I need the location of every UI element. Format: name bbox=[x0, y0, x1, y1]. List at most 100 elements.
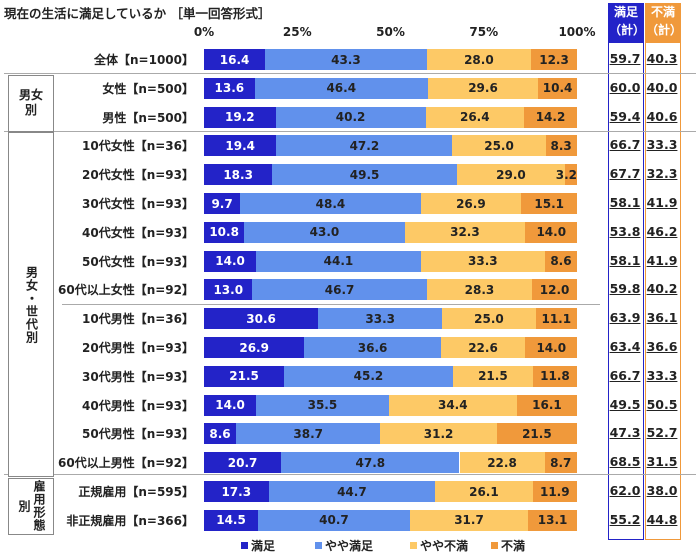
bar-segment-3: 28.0 bbox=[426, 49, 532, 70]
bar-segment-2: 43.0 bbox=[244, 221, 405, 243]
bar-segment-1: 14.0 bbox=[204, 394, 257, 416]
dissatisfied-total: 38.0 bbox=[646, 483, 678, 498]
bar-segment-4: 14.0 bbox=[525, 221, 578, 243]
row-label: 50代男性【n=93】 bbox=[82, 427, 194, 442]
bar-segment-2: 48.4 bbox=[240, 193, 421, 214]
bar-segment-1: 13.0 bbox=[204, 279, 253, 301]
bar-segment-4: 3.2 bbox=[556, 164, 577, 186]
legend-label: やや不満 bbox=[420, 539, 469, 553]
bar-segment-3: 29.0 bbox=[456, 164, 566, 186]
bar-segment-4: 15.1 bbox=[521, 193, 578, 214]
row-label: 女性【n=500】 bbox=[102, 81, 194, 96]
row-label: 40代男性【n=93】 bbox=[82, 398, 194, 413]
total-header-sublabel: （計） bbox=[646, 23, 683, 37]
dissatisfied-total: 33.3 bbox=[646, 137, 678, 153]
total-header-sublabel: （計） bbox=[609, 23, 646, 37]
legend-item: やや不満 bbox=[410, 537, 468, 554]
bar-segment-4: 16.1 bbox=[516, 394, 577, 416]
satisfied-total: 60.0 bbox=[609, 79, 641, 95]
bar-segment-4: 10.4 bbox=[538, 77, 577, 99]
dissatisfied-total: 46.2 bbox=[646, 223, 678, 239]
satisfied-total: 63.9 bbox=[609, 310, 641, 326]
bar-segment-4: 11.9 bbox=[532, 481, 577, 502]
bar-segment-1: 10.8 bbox=[204, 221, 245, 243]
bar-segment-1: 13.6 bbox=[204, 77, 255, 99]
bar-segment-3: 26.1 bbox=[435, 481, 533, 502]
row-label: 40代女性【n=93】 bbox=[82, 225, 194, 240]
row-label: 20代男性【n=93】 bbox=[82, 341, 194, 355]
bar-segment-3: 26.4 bbox=[425, 106, 525, 128]
row-label: 30代男性【n=93】 bbox=[82, 369, 194, 384]
bar-segment-4: 8.7 bbox=[544, 452, 577, 474]
bar-segment-4: 8.3 bbox=[545, 135, 577, 157]
bar-segment-4: 11.1 bbox=[535, 308, 577, 330]
x-tick-label: 25% bbox=[282, 25, 312, 39]
satisfied-total: 47.3 bbox=[609, 425, 641, 441]
bar-segment-2: 47.8 bbox=[281, 452, 460, 474]
bar-segment-3: 33.3 bbox=[420, 250, 545, 272]
bar-segment-1: 8.6 bbox=[204, 423, 237, 445]
dissatisfied-total: 52.7 bbox=[646, 425, 678, 441]
row-separator bbox=[4, 474, 696, 475]
satisfied-total: 68.5 bbox=[609, 454, 641, 470]
x-tick-label: 0% bbox=[193, 25, 215, 39]
row-label: 10代男性【n=36】 bbox=[82, 312, 194, 327]
row-label: 非正規雇用【n=366】 bbox=[66, 513, 194, 528]
row-label: 30代女性【n=93】 bbox=[82, 197, 194, 211]
bar-segment-4: 11.8 bbox=[532, 365, 577, 387]
bar-segment-2: 38.7 bbox=[236, 423, 381, 445]
total-column-header: 不満 （計） bbox=[646, 3, 683, 43]
bar-segment-1: 14.0 bbox=[204, 250, 257, 272]
legend-swatch bbox=[315, 542, 322, 549]
bar-segment-4: 8.6 bbox=[544, 250, 577, 272]
row-label: 60代以上女性【n=92】 bbox=[58, 283, 194, 298]
x-tick-label: 75% bbox=[469, 25, 499, 39]
bar-segment-2: 33.3 bbox=[318, 308, 443, 330]
satisfied-total: 66.7 bbox=[609, 137, 641, 153]
legend-swatch bbox=[241, 542, 248, 549]
bar-segment-2: 44.1 bbox=[256, 250, 421, 272]
bar-segment-4: 14.0 bbox=[525, 337, 578, 358]
dissatisfied-total: 41.9 bbox=[646, 252, 678, 268]
bar-segment-3: 25.0 bbox=[452, 135, 546, 157]
satisfied-total: 59.8 bbox=[609, 281, 641, 297]
bar-segment-2: 46.4 bbox=[254, 77, 428, 99]
total-header-label: 不満 bbox=[650, 5, 675, 19]
legend-item: 不満 bbox=[491, 537, 525, 554]
satisfied-total: 63.4 bbox=[609, 339, 641, 354]
satisfied-total: 66.7 bbox=[609, 367, 641, 383]
bar-segment-3: 28.3 bbox=[426, 279, 533, 301]
legend-swatch bbox=[491, 542, 498, 549]
dissatisfied-total: 36.6 bbox=[646, 339, 678, 354]
row-label: 男性【n=500】 bbox=[102, 110, 194, 125]
row-separator bbox=[4, 131, 696, 132]
dissatisfied-total: 31.5 bbox=[646, 454, 678, 470]
bar-segment-2: 49.5 bbox=[272, 164, 457, 186]
bar-segment-1: 20.7 bbox=[204, 452, 282, 474]
bar-segment-2: 47.2 bbox=[276, 135, 453, 157]
bar-segment-2: 43.3 bbox=[265, 49, 427, 70]
dissatisfied-total: 41.9 bbox=[646, 195, 678, 210]
dissatisfied-total: 40.3 bbox=[646, 51, 678, 66]
dissatisfied-total: 50.5 bbox=[646, 396, 678, 412]
dissatisfied-total: 36.1 bbox=[646, 310, 678, 326]
legend-item: やや満足 bbox=[315, 537, 373, 554]
legend-label: 満足 bbox=[251, 539, 276, 553]
group-label: 男女別 bbox=[8, 74, 54, 132]
bar-segment-2: 35.5 bbox=[256, 394, 389, 416]
dissatisfied-total: 32.3 bbox=[646, 166, 678, 182]
row-label: 正規雇用【n=595】 bbox=[78, 485, 194, 499]
row-label: 全体【n=1000】 bbox=[94, 53, 194, 67]
dissatisfied-total: 40.2 bbox=[646, 281, 678, 297]
group-label: 男女・世代別 bbox=[8, 132, 54, 478]
row-label: 60代以上男性【n=92】 bbox=[58, 456, 194, 471]
satisfied-total: 53.8 bbox=[609, 223, 641, 239]
bar-segment-4: 14.2 bbox=[524, 106, 577, 128]
bar-segment-3: 22.8 bbox=[459, 452, 545, 474]
bar-segment-4: 21.5 bbox=[496, 423, 577, 445]
legend-swatch bbox=[410, 542, 417, 549]
satisfied-total: 59.7 bbox=[609, 51, 641, 66]
bar-segment-3: 32.3 bbox=[404, 221, 526, 243]
row-label: 10代女性【n=36】 bbox=[82, 139, 194, 154]
